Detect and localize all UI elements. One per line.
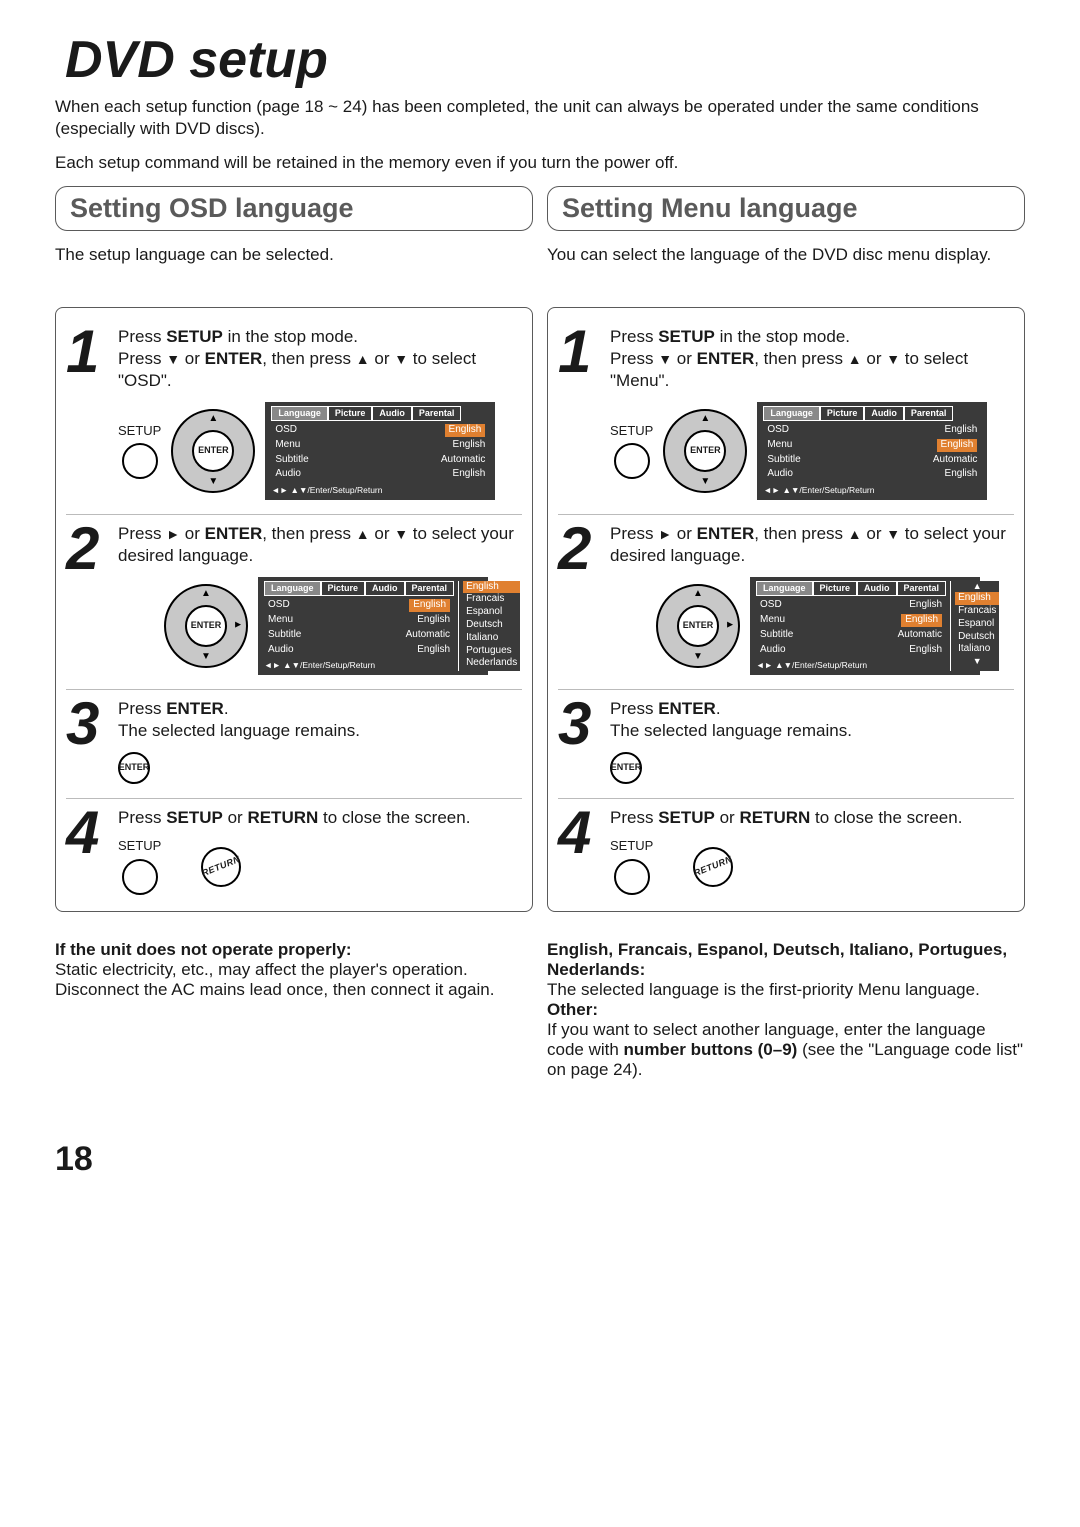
dpad-icon: ENTER ▲▼► xyxy=(656,584,740,668)
osd-tab: Parental xyxy=(897,581,947,597)
footnote-body: Static electricity, etc., may affect the… xyxy=(55,960,494,999)
osd-screen: Language Picture Audio Parental OSDEngli… xyxy=(265,402,495,501)
page-number: 18 xyxy=(55,1140,1025,1179)
enter-button-icon: ENTER xyxy=(610,752,642,784)
osd-tab: Language xyxy=(271,406,328,422)
step-number: 3 xyxy=(558,698,602,749)
osd-dropdown: ▲ English Francais Espanol Deutsch Itali… xyxy=(950,581,999,672)
osd-screen: Language Picture Audio Parental OSDEngli… xyxy=(757,402,987,501)
dpad-icon: ENTER ▲▼ xyxy=(663,409,747,493)
osd-tab: Audio xyxy=(857,581,897,597)
page-title: DVD setup xyxy=(65,30,1025,90)
footnote-heading: English, Francais, Espanol, Deutsch, Ita… xyxy=(547,940,1007,979)
osd-tab: Picture xyxy=(820,406,865,422)
step-text: Press ► or ENTER, then press ▲ or ▼ to s… xyxy=(118,523,522,675)
step-box-menu: 1 Press SETUP in the stop mode. Press ▼ … xyxy=(547,307,1025,912)
section-intro-osd: The setup language can be selected. xyxy=(55,245,533,289)
section-header-menu: Setting Menu language xyxy=(547,186,1025,231)
footnote-body: If you want to select another language, … xyxy=(547,1020,1023,1079)
step-text: Press ENTER. The selected language remai… xyxy=(610,698,1014,784)
step-number: 2 xyxy=(558,523,602,574)
footnote-heading: If the unit does not operate properly: xyxy=(55,940,352,959)
osd-screen: Language Picture Audio Parental OSDEngli… xyxy=(258,577,488,676)
enter-button-icon: ENTER xyxy=(684,430,726,472)
intro-text-1: When each setup function (page 18 ~ 24) … xyxy=(55,96,1025,140)
enter-button-icon: ENTER xyxy=(677,605,719,647)
step-number: 4 xyxy=(558,807,602,858)
osd-tab: Picture xyxy=(321,581,366,597)
section-header-osd: Setting OSD language xyxy=(55,186,533,231)
step-text: Press ENTER. The selected language remai… xyxy=(118,698,522,784)
footnote-body: The selected language is the first-prior… xyxy=(547,980,980,999)
step-text: Press SETUP in the stop mode. Press ▼ or… xyxy=(610,326,1014,500)
step-number: 2 xyxy=(66,523,110,574)
enter-button-icon: ENTER xyxy=(185,605,227,647)
intro-text-2: Each setup command will be retained in t… xyxy=(55,152,1025,174)
osd-tab: Picture xyxy=(813,581,858,597)
footer-notes: If the unit does not operate properly: S… xyxy=(55,940,1025,1080)
section-header-osd-text: Setting OSD language xyxy=(70,193,518,224)
osd-tab: Parental xyxy=(904,406,954,422)
setup-label: SETUP xyxy=(118,838,161,855)
section-intro-menu: You can select the language of the DVD d… xyxy=(547,245,1025,289)
osd-tab: Picture xyxy=(328,406,373,422)
setup-button-icon xyxy=(122,859,158,895)
section-header-menu-text: Setting Menu language xyxy=(562,193,1010,224)
footnote-heading: Other: xyxy=(547,1000,598,1019)
step-text: Press SETUP in the stop mode. Press ▼ or… xyxy=(118,326,522,500)
osd-tab: Audio xyxy=(864,406,904,422)
column-osd-language: Setting OSD language The setup language … xyxy=(55,186,533,912)
step-text: Press ► or ENTER, then press ▲ or ▼ to s… xyxy=(610,523,1014,675)
column-menu-language: Setting Menu language You can select the… xyxy=(547,186,1025,912)
osd-tab: Language xyxy=(756,581,813,597)
osd-tab: Language xyxy=(264,581,321,597)
return-button-icon: RETURN xyxy=(201,847,241,887)
osd-tab: Parental xyxy=(412,406,462,422)
dpad-icon: ENTER ▲▼ xyxy=(171,409,255,493)
setup-button-icon xyxy=(122,443,158,479)
osd-tab: Parental xyxy=(405,581,455,597)
setup-button-icon xyxy=(614,443,650,479)
osd-tab: Audio xyxy=(372,406,412,422)
setup-label: SETUP xyxy=(610,423,653,440)
setup-label: SETUP xyxy=(118,423,161,440)
step-number: 1 xyxy=(558,326,602,377)
step-text: Press SETUP or RETURN to close the scree… xyxy=(610,807,1014,895)
step-text: Press SETUP or RETURN to close the scree… xyxy=(118,807,522,895)
osd-tab: Audio xyxy=(365,581,405,597)
setup-label: SETUP xyxy=(610,838,653,855)
enter-button-icon: ENTER xyxy=(192,430,234,472)
enter-button-icon: ENTER xyxy=(118,752,150,784)
dpad-icon: ENTER ▲▼► xyxy=(164,584,248,668)
osd-tab: Language xyxy=(763,406,820,422)
step-box-osd: 1 Press SETUP in the stop mode. Press ▼ … xyxy=(55,307,533,912)
step-number: 1 xyxy=(66,326,110,377)
osd-screen: Language Picture Audio Parental OSDEngli… xyxy=(750,577,980,676)
return-button-icon: RETURN xyxy=(693,847,733,887)
step-number: 4 xyxy=(66,807,110,858)
step-number: 3 xyxy=(66,698,110,749)
setup-button-icon xyxy=(614,859,650,895)
osd-dropdown: English Francais Espanol Deutsch Italian… xyxy=(458,581,520,672)
